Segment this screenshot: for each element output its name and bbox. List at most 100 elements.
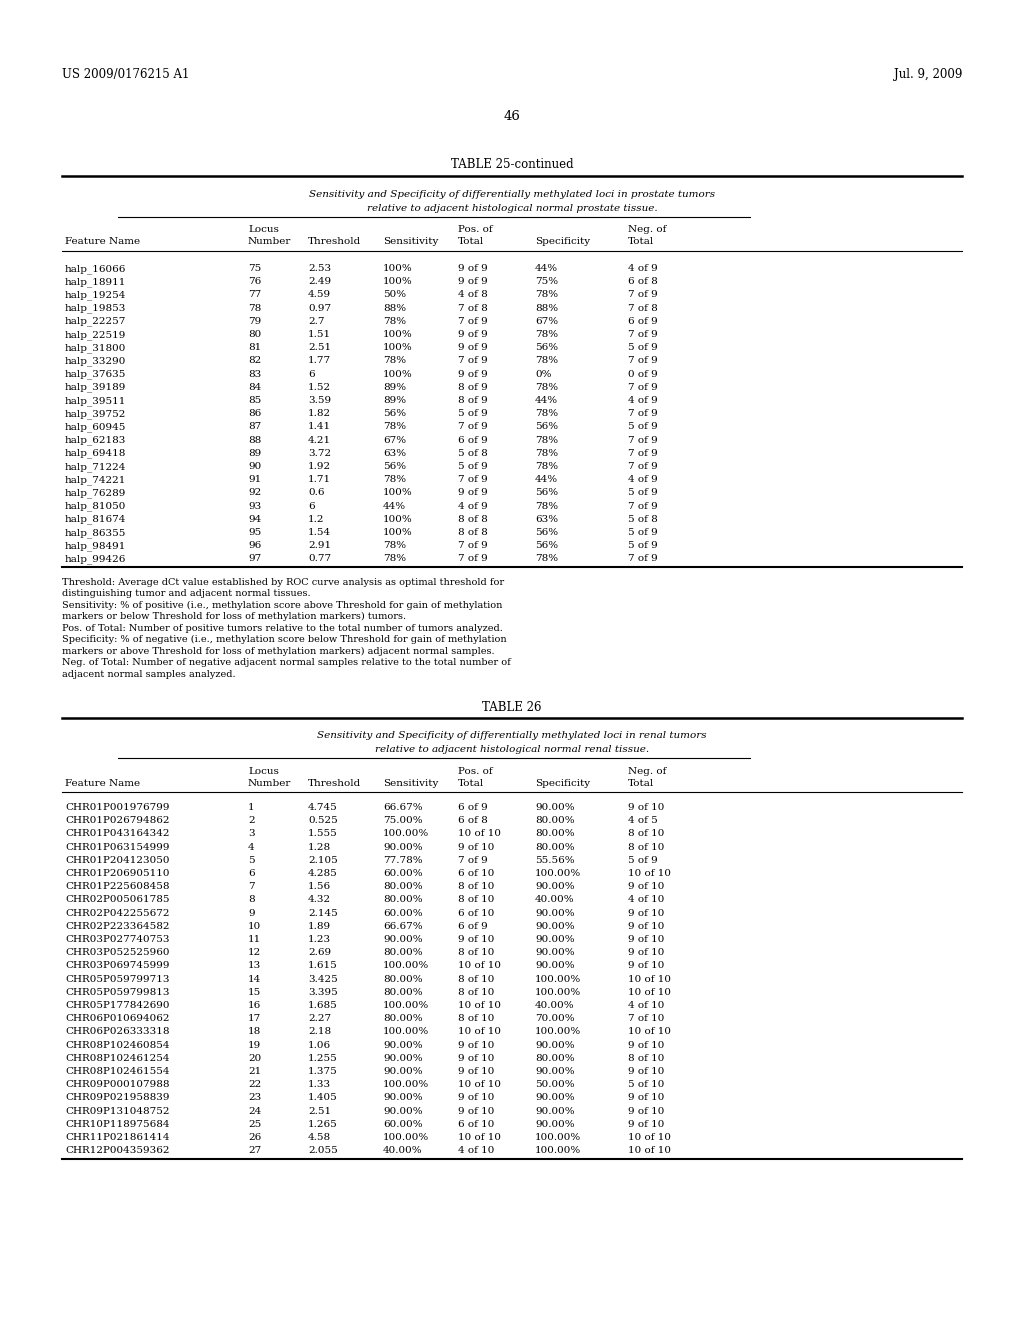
Text: 9 of 10: 9 of 10 [458, 1053, 495, 1063]
Text: 78%: 78% [535, 554, 558, 564]
Text: 5: 5 [248, 855, 255, 865]
Text: 1.89: 1.89 [308, 921, 331, 931]
Text: 7 of 9: 7 of 9 [458, 554, 487, 564]
Text: 90.00%: 90.00% [535, 1119, 574, 1129]
Text: 3.395: 3.395 [308, 987, 338, 997]
Text: Sensitivity: % of positive (i.e., methylation score above Threshold for gain of : Sensitivity: % of positive (i.e., methyl… [62, 601, 503, 610]
Text: 7 of 9: 7 of 9 [628, 436, 657, 445]
Text: 2.7: 2.7 [308, 317, 325, 326]
Text: 27: 27 [248, 1146, 261, 1155]
Text: 5 of 9: 5 of 9 [628, 343, 657, 352]
Text: 56%: 56% [535, 343, 558, 352]
Text: halp_19254: halp_19254 [65, 290, 126, 300]
Text: 90.00%: 90.00% [383, 1106, 423, 1115]
Text: 6 of 8: 6 of 8 [628, 277, 657, 286]
Text: 80.00%: 80.00% [383, 948, 423, 957]
Text: 50%: 50% [383, 290, 407, 300]
Text: 100%: 100% [383, 343, 413, 352]
Text: 1.71: 1.71 [308, 475, 331, 484]
Text: CHR08P102460854: CHR08P102460854 [65, 1040, 170, 1049]
Text: 4 of 10: 4 of 10 [458, 1146, 495, 1155]
Text: 90.00%: 90.00% [535, 948, 574, 957]
Text: 78%: 78% [535, 436, 558, 445]
Text: Locus: Locus [248, 224, 279, 234]
Text: Pos. of: Pos. of [458, 224, 493, 234]
Text: halp_22257: halp_22257 [65, 317, 126, 326]
Text: Sensitivity: Sensitivity [383, 779, 438, 788]
Text: 1.56: 1.56 [308, 882, 331, 891]
Text: 9 of 9: 9 of 9 [458, 264, 487, 273]
Text: 40.00%: 40.00% [535, 895, 574, 904]
Text: 10 of 10: 10 of 10 [458, 1080, 501, 1089]
Text: 78%: 78% [383, 554, 407, 564]
Text: 9 of 10: 9 of 10 [628, 908, 665, 917]
Text: 90.00%: 90.00% [535, 1093, 574, 1102]
Text: 1.06: 1.06 [308, 1040, 331, 1049]
Text: 19: 19 [248, 1040, 261, 1049]
Text: relative to adjacent histological normal renal tissue.: relative to adjacent histological normal… [375, 744, 649, 754]
Text: 5 of 9: 5 of 9 [628, 541, 657, 550]
Text: 60.00%: 60.00% [383, 869, 423, 878]
Text: 11: 11 [248, 935, 261, 944]
Text: 9 of 10: 9 of 10 [628, 948, 665, 957]
Text: 44%: 44% [535, 264, 558, 273]
Text: 66.67%: 66.67% [383, 803, 423, 812]
Text: relative to adjacent histological normal prostate tissue.: relative to adjacent histological normal… [367, 205, 657, 213]
Text: 1.92: 1.92 [308, 462, 331, 471]
Text: CHR02P042255672: CHR02P042255672 [65, 908, 170, 917]
Text: 88%: 88% [383, 304, 407, 313]
Text: 56%: 56% [383, 462, 407, 471]
Text: 56%: 56% [535, 528, 558, 537]
Text: 0.97: 0.97 [308, 304, 331, 313]
Text: halp_37635: halp_37635 [65, 370, 126, 379]
Text: 4.58: 4.58 [308, 1133, 331, 1142]
Text: 2.51: 2.51 [308, 1106, 331, 1115]
Text: 76: 76 [248, 277, 261, 286]
Text: 8 of 10: 8 of 10 [458, 1014, 495, 1023]
Text: 8 of 8: 8 of 8 [458, 515, 487, 524]
Text: 4 of 9: 4 of 9 [628, 396, 657, 405]
Text: 93: 93 [248, 502, 261, 511]
Text: 9 of 10: 9 of 10 [628, 1093, 665, 1102]
Text: 80: 80 [248, 330, 261, 339]
Text: halp_39511: halp_39511 [65, 396, 126, 405]
Text: halp_33290: halp_33290 [65, 356, 126, 366]
Text: 78%: 78% [535, 502, 558, 511]
Text: 9 of 9: 9 of 9 [458, 277, 487, 286]
Text: 90.00%: 90.00% [383, 1053, 423, 1063]
Text: 4.745: 4.745 [308, 803, 338, 812]
Text: 3.425: 3.425 [308, 974, 338, 983]
Text: 78%: 78% [535, 449, 558, 458]
Text: 9 of 10: 9 of 10 [458, 1040, 495, 1049]
Text: 8 of 8: 8 of 8 [458, 528, 487, 537]
Text: 8 of 10: 8 of 10 [628, 829, 665, 838]
Text: CHR01P225608458: CHR01P225608458 [65, 882, 170, 891]
Text: CHR03P069745999: CHR03P069745999 [65, 961, 170, 970]
Text: 8 of 10: 8 of 10 [628, 842, 665, 851]
Text: 1.615: 1.615 [308, 961, 338, 970]
Text: 10 of 10: 10 of 10 [628, 1133, 671, 1142]
Text: 6 of 9: 6 of 9 [458, 921, 487, 931]
Text: 100.00%: 100.00% [383, 1027, 429, 1036]
Text: 90.00%: 90.00% [383, 842, 423, 851]
Text: 50.00%: 50.00% [535, 1080, 574, 1089]
Text: 9 of 10: 9 of 10 [628, 803, 665, 812]
Text: 78: 78 [248, 304, 261, 313]
Text: 46: 46 [504, 110, 520, 123]
Text: 80.00%: 80.00% [535, 842, 574, 851]
Text: 7 of 9: 7 of 9 [458, 422, 487, 432]
Text: Jul. 9, 2009: Jul. 9, 2009 [894, 69, 962, 81]
Text: 97: 97 [248, 554, 261, 564]
Text: Feature Name: Feature Name [65, 238, 140, 246]
Text: 7 of 9: 7 of 9 [458, 855, 487, 865]
Text: 1.265: 1.265 [308, 1119, 338, 1129]
Text: 20: 20 [248, 1053, 261, 1063]
Text: 100%: 100% [383, 277, 413, 286]
Text: 75.00%: 75.00% [383, 816, 423, 825]
Text: 100.00%: 100.00% [535, 987, 582, 997]
Text: 89: 89 [248, 449, 261, 458]
Text: 7 of 9: 7 of 9 [628, 554, 657, 564]
Text: 40.00%: 40.00% [383, 1146, 423, 1155]
Text: Threshold: Threshold [308, 238, 361, 246]
Text: 81: 81 [248, 343, 261, 352]
